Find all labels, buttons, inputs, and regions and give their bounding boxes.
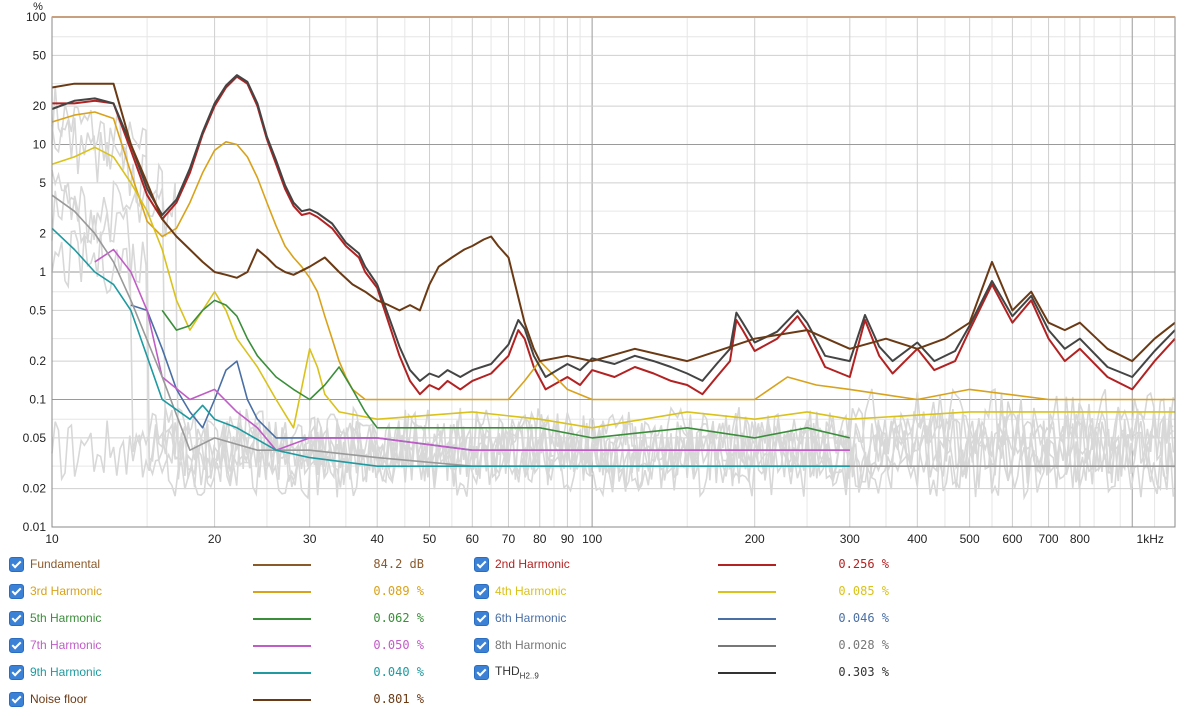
legend-item-thd: THDH2..9 — [474, 662, 539, 682]
legend-value: 0.046 % — [838, 611, 889, 625]
legend-value: 0.040 % — [373, 665, 424, 679]
x-tick-label: 800 — [1070, 532, 1090, 546]
checkbox-icon[interactable] — [9, 610, 24, 626]
legend-item-6th-harmonic: 6th Harmonic — [474, 608, 566, 628]
legend-item-noise-floor: Noise floor — [9, 689, 87, 709]
checkbox-icon[interactable] — [9, 691, 24, 707]
x-tick-label: 10 — [45, 532, 59, 546]
legend-item-5th-harmonic: 5th Harmonic — [9, 608, 101, 628]
legend-label: 8th Harmonic — [495, 638, 567, 652]
legend-value: 0.062 % — [373, 611, 424, 625]
legend-value: 0.050 % — [373, 638, 424, 652]
4th-harmonic-line — [51, 146, 1175, 429]
y-tick-label: 100 — [26, 10, 46, 24]
legend-label: 9th Harmonic — [30, 665, 102, 679]
legend-label: THDH2..9 — [495, 663, 539, 681]
9th-harmonic-line — [51, 227, 850, 467]
checkbox-icon[interactable] — [474, 556, 489, 572]
x-tick-label: 20 — [208, 532, 222, 546]
legend-value: 0.303 % — [838, 665, 889, 679]
5th-harmonic-line — [161, 299, 850, 439]
y-tick-label: 0.02 — [23, 482, 47, 496]
legend-item-fundamental: Fundamental — [9, 554, 100, 574]
legend-swatch — [253, 699, 311, 701]
x-tick-label: 200 — [745, 532, 765, 546]
legend-label: Fundamental — [30, 557, 101, 571]
legend-label: 7th Harmonic — [30, 638, 102, 652]
y-tick-label: 0.05 — [23, 431, 47, 445]
7th-harmonic-line — [94, 248, 850, 451]
thd-line — [51, 74, 1176, 382]
checkbox-icon[interactable] — [9, 664, 24, 680]
x-tick-label: 90 — [561, 532, 575, 546]
checkbox-icon[interactable] — [474, 664, 489, 680]
legend-label: 4th Harmonic — [495, 584, 567, 598]
x-tick-label: 700 — [1039, 532, 1059, 546]
legend-label: 5th Harmonic — [30, 611, 102, 625]
x-tick-label: 30 — [303, 532, 317, 546]
y-tick-label: 2 — [39, 227, 46, 241]
legend-swatch — [253, 591, 311, 593]
legend-item-8th-harmonic: 8th Harmonic — [474, 635, 566, 655]
legend-item-7th-harmonic: 7th Harmonic — [9, 635, 101, 655]
noise-floor-line — [51, 82, 1176, 363]
legend-item-9th-harmonic: 9th Harmonic — [9, 662, 101, 682]
x-tick-label: 1kHz — [1137, 532, 1164, 546]
legend-value: 0.028 % — [838, 638, 889, 652]
legend-value: 0.085 % — [838, 584, 889, 598]
checkbox-icon[interactable] — [474, 583, 489, 599]
y-tick-label: 20 — [33, 99, 47, 113]
checkbox-icon[interactable] — [9, 556, 24, 572]
legend-item-4th-harmonic: 4th Harmonic — [474, 581, 566, 601]
legend-value: 0.256 % — [838, 557, 889, 571]
checkbox-icon[interactable] — [9, 637, 24, 653]
legend-item-3rd-harmonic: 3rd Harmonic — [9, 581, 102, 601]
y-tick-label: 0.2 — [29, 354, 46, 368]
legend-swatch — [718, 672, 776, 674]
x-tick-label: 300 — [840, 532, 860, 546]
y-tick-label: 5 — [39, 176, 46, 190]
legend-value: 84.2 dB — [373, 557, 424, 571]
x-tick-label: 70 — [502, 532, 516, 546]
x-tick-label: 50 — [423, 532, 437, 546]
legend-swatch — [718, 618, 776, 620]
legend-swatch — [718, 591, 776, 593]
y-tick-label: 10 — [33, 138, 47, 152]
legend-swatch — [253, 564, 311, 566]
legend-label: Noise floor — [30, 692, 88, 706]
y-unit-label: % — [33, 1, 43, 13]
distortion-chart: 100 50 20 10 5 2 1 0.5 0.2 0.1 0.05 0.02 0.01% 10 20 30… — [23, 1, 1176, 546]
legend-value: 0.801 % — [373, 692, 424, 706]
legend-swatch — [718, 645, 776, 647]
legend-item-2nd-harmonic: 2nd Harmonic — [474, 554, 570, 574]
x-tick-label: 60 — [466, 532, 480, 546]
x-tick-label: 500 — [960, 532, 980, 546]
checkbox-icon[interactable] — [474, 637, 489, 653]
3rd-harmonic-line — [51, 111, 1175, 401]
y-tick-label: 0.1 — [29, 393, 46, 407]
y-tick-label: 50 — [33, 48, 47, 62]
y-tick-label: 0.5 — [29, 303, 46, 317]
x-tick-label: 100 — [582, 532, 602, 546]
x-tick-label: 400 — [907, 532, 927, 546]
legend-swatch — [253, 618, 311, 620]
legend-label: 3rd Harmonic — [30, 584, 103, 598]
2nd-harmonic-line — [52, 75, 1176, 396]
checkbox-icon[interactable] — [9, 583, 24, 599]
legend: Fundamental 84.2 dB 2nd Harmonic 0.256 % 3rd… — [0, 552, 1200, 712]
y-tick-label: 0.01 — [23, 520, 47, 534]
legend-label: 2nd Harmonic — [495, 557, 570, 571]
legend-value: 0.089 % — [373, 584, 424, 598]
legend-swatch — [253, 672, 311, 674]
x-tick-label: 40 — [371, 532, 385, 546]
legend-label: 6th Harmonic — [495, 611, 567, 625]
legend-swatch — [253, 645, 311, 647]
legend-swatch — [718, 564, 776, 566]
x-tick-label: 80 — [533, 532, 547, 546]
x-tick-label: 600 — [1002, 532, 1022, 546]
noise-trace — [51, 230, 1174, 477]
y-tick-label: 1 — [39, 265, 46, 279]
checkbox-icon[interactable] — [474, 610, 489, 626]
